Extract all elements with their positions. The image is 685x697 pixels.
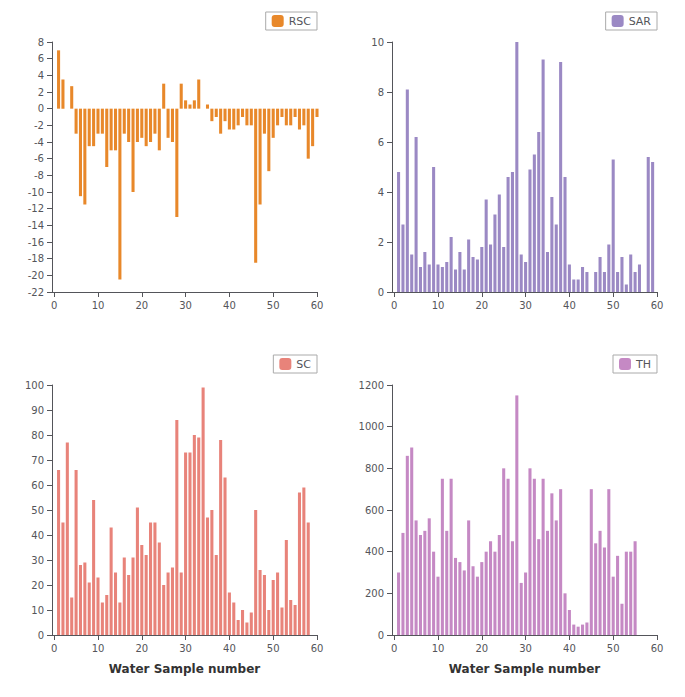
svg-text:0: 0 [378,630,384,641]
svg-text:50: 50 [607,643,620,654]
svg-text:Water Sample number: Water Sample number [109,662,260,676]
svg-text:30: 30 [179,300,192,311]
svg-text:-22: -22 [28,287,44,298]
svg-text:400: 400 [365,546,384,557]
svg-text:60: 60 [651,300,664,311]
svg-text:20: 20 [475,643,488,654]
svg-text:10: 10 [92,643,105,654]
svg-text:40: 40 [563,300,576,311]
svg-text:8: 8 [38,37,44,48]
svg-text:0: 0 [378,287,384,298]
svg-text:0: 0 [51,300,57,311]
svg-text:600: 600 [365,505,384,516]
svg-text:30: 30 [179,643,192,654]
svg-text:-20: -20 [28,270,44,281]
svg-text:-14: -14 [28,220,44,231]
svg-text:0: 0 [38,103,44,114]
svg-text:4: 4 [38,70,44,81]
svg-text:TH: TH [635,358,651,371]
svg-text:2: 2 [378,237,384,248]
svg-text:60: 60 [311,300,324,311]
svg-text:Water Sample number: Water Sample number [449,662,600,676]
svg-text:10: 10 [31,605,44,616]
svg-text:60: 60 [311,643,324,654]
svg-text:10: 10 [432,300,445,311]
svg-text:1000: 1000 [359,421,384,432]
svg-text:20: 20 [475,300,488,311]
svg-text:0: 0 [51,643,57,654]
svg-text:30: 30 [31,555,44,566]
svg-text:50: 50 [267,643,280,654]
svg-text:40: 40 [31,530,44,541]
svg-text:40: 40 [223,643,236,654]
svg-text:40: 40 [223,300,236,311]
svg-text:4: 4 [378,187,384,198]
svg-text:100: 100 [25,380,44,391]
svg-text:6: 6 [38,53,44,64]
svg-text:2: 2 [38,87,44,98]
svg-text:20: 20 [135,643,148,654]
svg-text:10: 10 [371,37,384,48]
svg-text:-18: -18 [28,253,44,264]
svg-text:0: 0 [38,630,44,641]
svg-text:-10: -10 [28,187,44,198]
svg-text:-6: -6 [34,153,44,164]
svg-text:RSC: RSC [289,15,312,28]
svg-text:40: 40 [563,643,576,654]
svg-text:-4: -4 [34,137,44,148]
svg-text:60: 60 [651,643,664,654]
svg-text:-8: -8 [34,170,44,181]
svg-text:800: 800 [365,463,384,474]
svg-text:70: 70 [31,455,44,466]
svg-text:30: 30 [519,300,532,311]
svg-text:80: 80 [31,430,44,441]
svg-text:60: 60 [31,480,44,491]
svg-text:10: 10 [92,300,105,311]
svg-text:8: 8 [378,87,384,98]
svg-text:90: 90 [31,405,44,416]
svg-text:200: 200 [365,588,384,599]
svg-text:SC: SC [296,358,311,371]
svg-text:50: 50 [267,300,280,311]
svg-text:20: 20 [31,580,44,591]
svg-text:-2: -2 [34,120,44,131]
svg-text:50: 50 [607,300,620,311]
svg-text:-16: -16 [28,237,44,248]
svg-text:SAR: SAR [629,15,652,28]
svg-text:1200: 1200 [359,380,384,391]
svg-text:0: 0 [391,300,397,311]
svg-text:20: 20 [135,300,148,311]
svg-text:-12: -12 [28,203,44,214]
svg-text:30: 30 [519,643,532,654]
svg-text:10: 10 [432,643,445,654]
svg-text:0: 0 [391,643,397,654]
svg-text:50: 50 [31,505,44,516]
svg-text:6: 6 [378,137,384,148]
